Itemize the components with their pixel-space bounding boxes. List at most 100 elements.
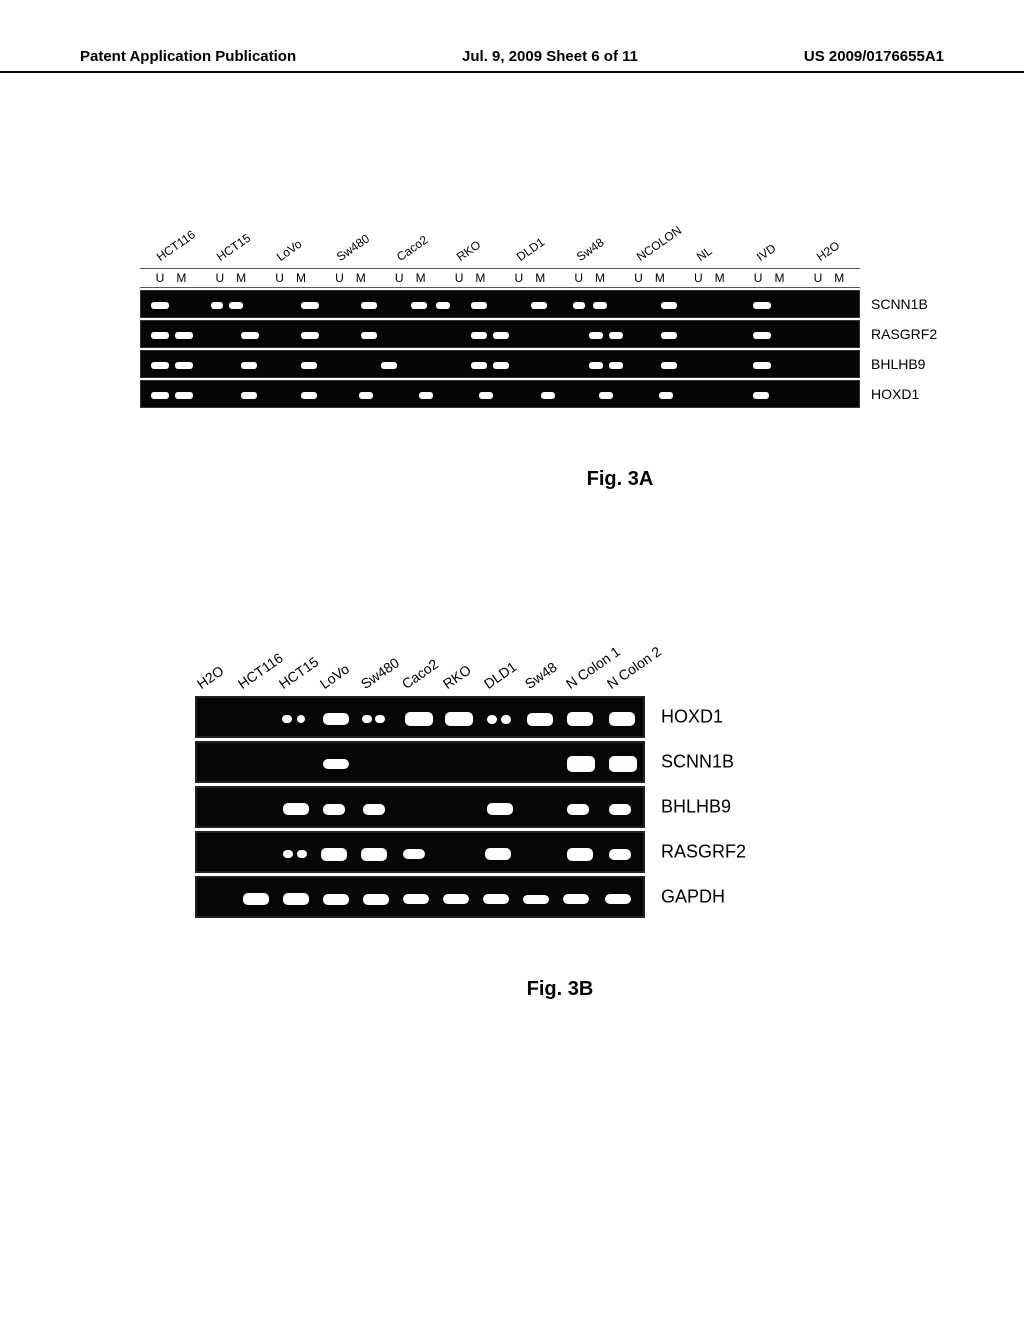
gel-band <box>301 302 319 309</box>
gel-band <box>375 715 385 723</box>
gel-band <box>301 392 317 399</box>
gel-row: HOXD1 <box>195 696 645 738</box>
caption-3b: Fig. 3B <box>305 978 815 1001</box>
um-label: M <box>296 271 306 285</box>
gel-band <box>661 362 677 369</box>
gel-band <box>567 756 595 772</box>
lane-label: RKO <box>440 661 474 692</box>
gel-band <box>609 712 635 726</box>
gel-band <box>359 392 373 399</box>
um-label: M <box>774 271 784 285</box>
gene-label: SCNN1B <box>871 296 928 312</box>
gel-band <box>487 715 497 724</box>
caption-3a: Fig. 3A <box>340 468 900 491</box>
gel-band <box>283 803 309 815</box>
gel-band <box>381 362 397 369</box>
gel-row: BHLHB9 <box>195 786 645 828</box>
gel-band <box>599 392 613 399</box>
gel-band <box>523 895 549 904</box>
gel-row: GAPDH <box>195 876 645 918</box>
gel-band <box>323 713 349 725</box>
gel-row: SCNN1B <box>140 290 860 318</box>
lane-label: H2O <box>194 662 227 692</box>
gel-band <box>567 804 589 815</box>
um-label: M <box>595 271 605 285</box>
um-label: M <box>655 271 665 285</box>
lane-label: DLD1 <box>481 658 520 692</box>
gel-band <box>661 302 677 309</box>
um-label: U <box>335 271 344 285</box>
gel-band <box>361 302 377 309</box>
gel-row: HOXD1 <box>140 380 860 408</box>
gel-band <box>661 332 677 339</box>
gene-label: GAPDH <box>661 887 725 908</box>
um-label: M <box>535 271 545 285</box>
gel-band <box>151 302 169 309</box>
gel-band <box>151 362 169 369</box>
um-label: U <box>275 271 284 285</box>
gel-band <box>471 362 487 369</box>
gel-band <box>485 848 511 860</box>
lane-label: HCT15 <box>214 231 253 264</box>
gel-band <box>753 362 771 369</box>
gel-row: RASGRF2 <box>195 831 645 873</box>
gel-band <box>471 302 487 309</box>
lane-label: Sw480 <box>358 654 402 692</box>
um-label: M <box>416 271 426 285</box>
gel-band <box>282 715 292 723</box>
gel-band <box>323 894 349 905</box>
um-row: UMUMUMUMUMUMUMUMUMUMUMUM <box>140 268 860 288</box>
gel-band <box>241 362 257 369</box>
gel-band <box>753 302 771 309</box>
gel-band <box>493 332 509 339</box>
lane-label: Sw48 <box>574 235 607 264</box>
gel-band <box>605 894 631 904</box>
gel-row: RASGRF2 <box>140 320 860 348</box>
gel-band <box>323 804 345 815</box>
um-label: M <box>715 271 725 285</box>
gel-band <box>479 392 493 399</box>
gel-band <box>243 893 269 905</box>
gel-band <box>241 332 259 339</box>
gel-band <box>609 849 631 860</box>
lane-label: DLD1 <box>514 235 547 264</box>
um-label: M <box>475 271 485 285</box>
gel-band <box>541 392 555 399</box>
um-label: U <box>814 271 823 285</box>
gel-band <box>436 302 450 309</box>
gel-band <box>609 756 637 772</box>
gel-band <box>363 804 385 815</box>
gel-band <box>567 712 593 726</box>
gel-band <box>405 712 433 726</box>
um-label: U <box>515 271 524 285</box>
lane-labels-b: H2OHCT116HCT15LoVoSw480Caco2RKODLD1Sw48N… <box>195 640 815 696</box>
gel-band <box>563 894 589 904</box>
gene-label: BHLHB9 <box>871 356 925 372</box>
gel-band <box>609 332 623 339</box>
gel-band <box>321 848 347 861</box>
header-left: Patent Application Publication <box>80 48 296 65</box>
gel-band <box>589 332 603 339</box>
um-label: M <box>356 271 366 285</box>
gel-band <box>531 302 547 309</box>
lane-label: IVD <box>754 241 778 264</box>
gel-band <box>175 332 193 339</box>
gel-band <box>241 392 257 399</box>
lane-label: NL <box>694 244 715 264</box>
gel-row: BHLHB9 <box>140 350 860 378</box>
gel-band <box>403 849 425 859</box>
gel-band <box>493 362 509 369</box>
gel-band <box>593 302 607 309</box>
gel-band <box>419 392 433 399</box>
gel-band <box>445 712 473 726</box>
gel-band <box>483 894 509 904</box>
gel-band <box>573 302 585 309</box>
gel-band <box>361 332 377 339</box>
gene-label: RASGRF2 <box>871 326 937 342</box>
um-label: U <box>455 271 464 285</box>
gel-band <box>297 850 307 858</box>
gel-band <box>411 302 427 309</box>
gel-band <box>175 392 193 399</box>
lane-label: Sw48 <box>522 659 560 692</box>
lane-label: HCT116 <box>235 650 286 692</box>
